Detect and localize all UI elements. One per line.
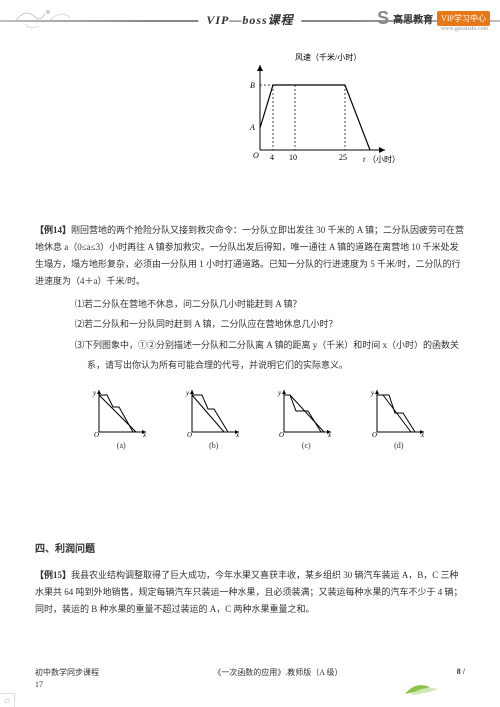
svg-text:y: y [370,389,375,397]
chart-ylabel: 风速（千米/小时） [295,52,361,62]
svg-text:x: x [327,431,332,437]
mini-chart-d: y Ox (d) [369,387,429,450]
example-15: 【例15】我县农业结构调整取得了巨大成功，今年水果又喜获丰收，某乡组织 30 辆… [35,567,465,618]
svg-text:（小时）: （小时） [368,154,395,164]
svg-text:4: 4 [270,153,274,162]
svg-text:A: A [249,123,255,132]
ex15-label: 【例15】 [35,570,71,580]
ex14-q3b: 系，请写出你认为所有可能合理的代号，并说明它们的实际意义。 [35,357,465,374]
svg-text:O: O [372,431,377,437]
footer-center: 《一次函数的应用》.教师版（A 级） [213,667,342,678]
mini-chart-b: y Ox (b) [184,387,244,450]
header-title: VIP—boss课程 [198,11,301,28]
chart-label-d: (d) [369,441,429,450]
svg-text:x: x [235,431,240,437]
svg-text:x: x [142,431,147,437]
svg-text:y: y [92,389,97,397]
svg-text:O: O [279,431,284,437]
logo-s-icon: S [377,8,389,29]
chart-label-a: (a) [91,441,151,450]
page-corner-icon: ▱ [0,693,15,707]
svg-text:y: y [185,389,190,397]
svg-text:10: 10 [289,153,297,162]
ex15-body: 我县农业结构调整取得了巨大成功，今年水果又喜获丰收，某乡组织 30 辆汽车装运 … [35,570,463,614]
ex14-q1: ⑴若二分队在营地不休息，问二分队几小时能赶到 A 镇？ [35,296,465,313]
brand-url: www.gaosiedu.com [441,26,488,32]
svg-text:t: t [363,155,366,164]
mini-chart-c: y Ox (c) [276,387,336,450]
svg-text:B: B [250,81,255,90]
page-number: 8 / [457,667,465,678]
mini-chart-a: y Ox (a) [91,387,151,450]
svg-text:25: 25 [339,153,347,162]
svg-text:y: y [277,389,282,397]
svg-text:O: O [187,431,192,437]
section-4-heading: 四、利润问题 [35,540,465,555]
ex14-q3a: ⑶下列图象中，①②分别描述一分队和二分队离 A 镇的距离 y（千米）和时间 x（… [35,337,465,354]
svg-text:O: O [94,431,99,437]
svg-text:O: O [253,151,259,160]
wind-speed-chart: 风速（千米/小时） O B A 4 10 25 t （小时） [235,50,465,172]
chart-label-b: (b) [184,441,244,450]
swirl-decoration [10,2,90,32]
svg-text:x: x [420,431,425,437]
page-header: VIP—boss课程 S 高思教育 VIP学习中心 www.gaosiedu.c… [0,0,500,40]
chart-label-c: (c) [276,441,336,450]
mini-chart-row: y Ox (a) y Ox (b) y Ox (c) y Ox (d) [35,377,465,460]
brand-name: 高思教育 [393,11,433,26]
leaf-decoration-icon [400,679,440,697]
ex14-body: 刚回营地的两个抢险分队又接到救灾命令：一分队立即出发往 30 千米的 A 镇；二… [35,225,464,286]
example-14: 【例14】刚回营地的两个抢险分队又接到救灾命令：一分队立即出发往 30 千米的 … [35,222,465,290]
footer-left: 初中数学同步课程 [35,667,99,678]
page-content: 风速（千米/小时） O B A 4 10 25 t （小时） 【例14】刚回营地… [0,40,500,618]
vip-badge: VIP学习中心 [437,11,490,26]
ex14-q2: ⑵若二分队和一分队同时赶到 A 镇，二分队应在营地休息几小时？ [35,316,465,333]
ex14-label: 【例14】 [35,225,71,235]
